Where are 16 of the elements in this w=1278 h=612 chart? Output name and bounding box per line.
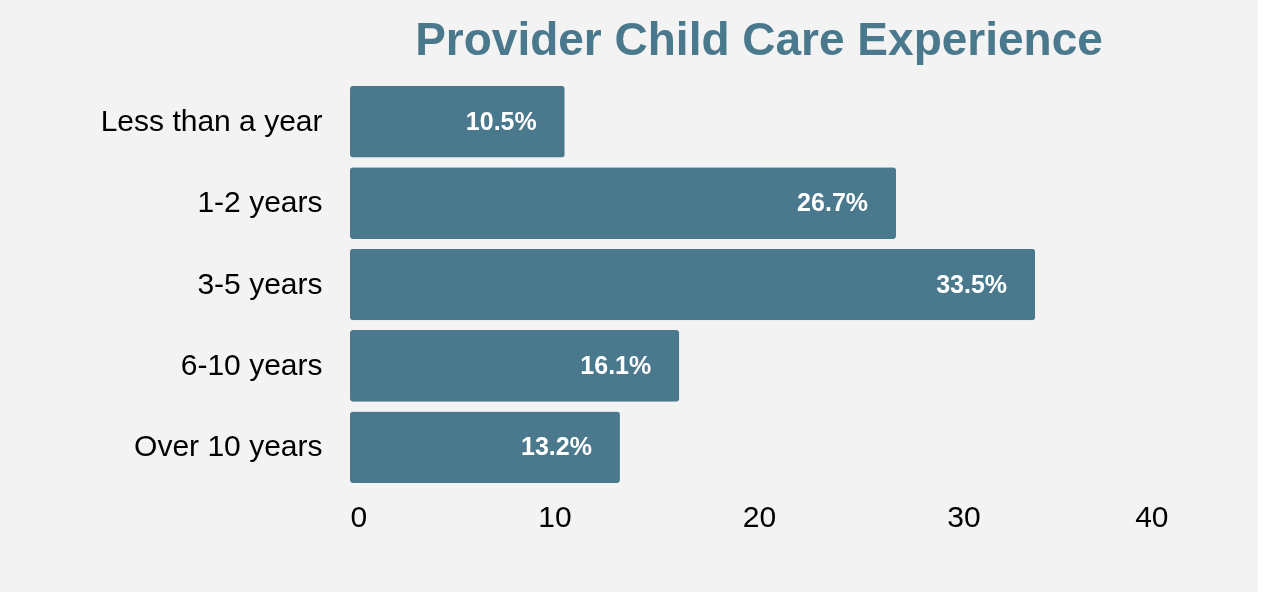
y-tick-label: Less than a year <box>100 103 323 137</box>
x-tick-label: 20 <box>742 499 777 533</box>
x-tick-label: 10 <box>538 499 572 533</box>
x-tick-label: 0 <box>350 499 368 533</box>
x-tick-label: 40 <box>1135 499 1169 533</box>
x-tick-label: 30 <box>947 499 981 533</box>
y-tick-label: Over 10 years <box>134 429 323 463</box>
text: 16.1% <box>580 350 652 379</box>
y-tick-label: 1-2 years <box>197 185 323 219</box>
y-tick-label: 6-10 years <box>180 347 323 381</box>
text: 10.5% <box>465 106 537 135</box>
text: 26.7% <box>797 188 869 217</box>
text: 33.5% <box>936 269 1008 298</box>
text: 13.2% <box>521 432 592 461</box>
y-tick-label: 3-5 years <box>197 266 323 300</box>
chart-title: Provider Child Care Experience <box>415 13 1103 65</box>
